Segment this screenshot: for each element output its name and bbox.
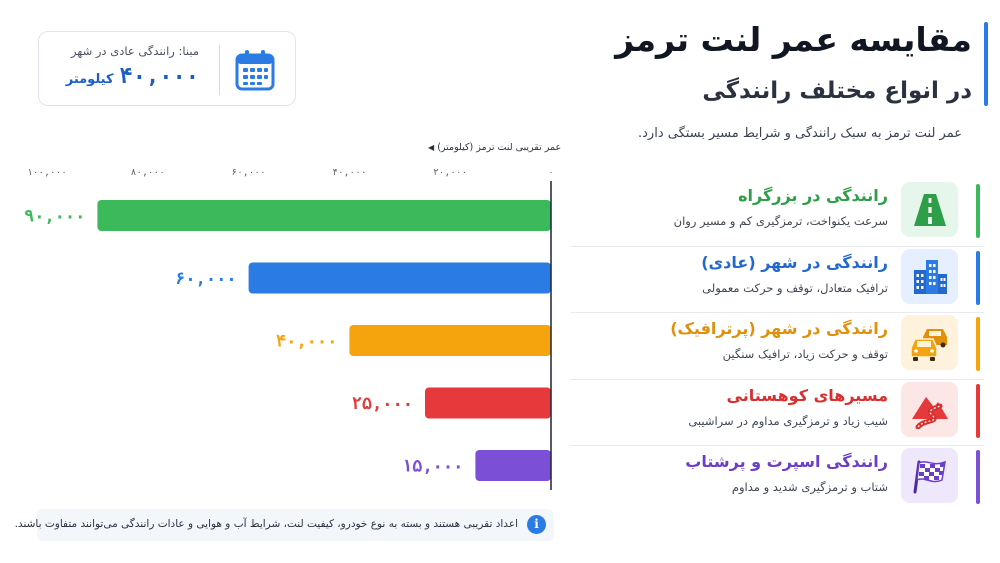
category-accent-bar [976, 184, 980, 238]
category-item: رانندگی در شهر (عادی) ترافیک متعادل، توق… [570, 247, 984, 313]
footnote-text: اعداد تقریبی هستند و بسته به نوع خودرو، … [14, 518, 518, 530]
traffic-cars-icon [901, 315, 958, 370]
axis-direction-arrow-icon: ◀ [428, 143, 435, 152]
axis-title-text: عمر تقریبی لنت ترمز (کیلومتر) [437, 142, 562, 153]
x-tick-label: ۱۰۰,۰۰۰ [27, 167, 67, 178]
category-desc: شیب زیاد و ترمزگیری مداوم در سراشیبی [688, 413, 888, 428]
bar [97, 200, 552, 231]
bar-value-label: ۹۰,۰۰۰ [24, 207, 85, 227]
baseline-label: مبنا: رانندگی عادی در شهر [70, 44, 199, 58]
category-accent-bar [976, 250, 980, 305]
bar-value-label: ۱۵,۰۰۰ [402, 457, 463, 477]
intro-text: عمر لنت ترمز به سبک رانندگی و شرایط مسیر… [638, 126, 962, 141]
category-accent-bar [976, 383, 980, 438]
bar [349, 325, 551, 356]
checkered-flag-icon [901, 448, 958, 503]
title-accent-bar [984, 22, 988, 106]
category-item: رانندگی در بزرگراه سرعت یکنواخت، ترمزگیر… [570, 180, 984, 247]
category-list: رانندگی در بزرگراه سرعت یکنواخت، ترمزگیر… [570, 180, 984, 513]
baseline-value: ۴۰,۰۰۰ کیلومتر [66, 64, 199, 89]
category-desc: شتاب و ترمزگیری شدید و مداوم [731, 480, 888, 494]
bar [475, 450, 551, 481]
page-subtitle: در انواع مختلف رانندگی [702, 78, 972, 104]
bar-chart: ۰ ۲۰,۰۰۰ ۴۰,۰۰۰ ۶۰,۰۰۰ ۸۰,۰۰۰ ۱۰۰,۰۰۰ ۹۰,۰۰۰ ۶۰… [24, 167, 554, 490]
category-item: رانندگی اسپرت و پرشتاب شتاب و ترمزگیری ش… [570, 446, 984, 513]
x-tick-label: ۰ [548, 167, 554, 178]
bar [248, 262, 551, 294]
page-title: مقایسه عمر لنت ترمز [615, 20, 972, 59]
bar-value-label: ۴۰,۰۰۰ [276, 332, 337, 352]
footnote: i اعداد تقریبی هستند و بسته به نوع خودرو… [15, 509, 554, 541]
bar [425, 387, 551, 419]
category-accent-bar [976, 317, 980, 371]
mountain-road-icon [901, 381, 958, 437]
info-icon: i [527, 515, 546, 534]
bar-value-label: ۶۰,۰۰۰ [175, 269, 236, 289]
x-tick-label: ۶۰,۰۰۰ [231, 167, 265, 178]
baseline-unit: کیلومتر [65, 72, 114, 87]
highway-icon [901, 182, 958, 237]
city-buildings-icon [901, 248, 958, 304]
baseline-card: مبنا: رانندگی عادی در شهر ۴۰,۰۰۰ کیلومتر [38, 31, 296, 106]
category-desc: ترافیک متعادل، توقف و حرکت معمولی [702, 280, 888, 295]
axis-title: عمر تقریبی لنت ترمز (کیلومتر) ◀ [428, 142, 561, 153]
bar-value-label: ۲۵,۰۰۰ [352, 394, 413, 414]
category-desc: سرعت یکنواخت، ترمزگیری کم و مسیر روان [673, 214, 888, 228]
category-name: رانندگی در بزرگراه [738, 186, 888, 205]
category-desc: توقف و حرکت زیاد، ترافیک سنگین [722, 347, 888, 361]
category-accent-bar [976, 450, 980, 504]
category-name: رانندگی در شهر (پرترافیک) [670, 319, 888, 338]
x-tick-label: ۸۰,۰۰۰ [131, 167, 165, 178]
baseline-divider [219, 45, 220, 95]
category-name: رانندگی اسپرت و پرشتاب [685, 452, 888, 471]
calendar-icon [235, 50, 275, 91]
category-item: مسیرهای کوهستانی شیب زیاد و ترمزگیری مدا… [570, 380, 984, 446]
baseline-number: ۴۰,۰۰۰ [119, 64, 199, 89]
title-block: مقایسه عمر لنت ترمز در انواع مختلف رانند… [558, 18, 988, 108]
x-tick-label: ۴۰,۰۰۰ [332, 167, 366, 178]
category-item: رانندگی در شهر (پرترافیک) توقف و حرکت زی… [570, 313, 984, 380]
x-tick-label: ۲۰,۰۰۰ [433, 167, 467, 178]
category-name: رانندگی در شهر (عادی) [701, 252, 888, 272]
category-name: مسیرهای کوهستانی [726, 385, 888, 405]
